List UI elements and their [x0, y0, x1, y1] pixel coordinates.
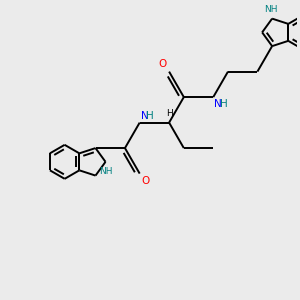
Text: NH: NH: [99, 167, 112, 176]
Text: NH: NH: [264, 5, 278, 14]
Text: N: N: [214, 99, 222, 109]
Text: H: H: [166, 109, 172, 118]
Text: H: H: [146, 111, 154, 121]
Text: O: O: [141, 176, 149, 186]
Text: O: O: [158, 59, 167, 69]
Text: H: H: [220, 99, 227, 109]
Text: N: N: [141, 111, 148, 121]
